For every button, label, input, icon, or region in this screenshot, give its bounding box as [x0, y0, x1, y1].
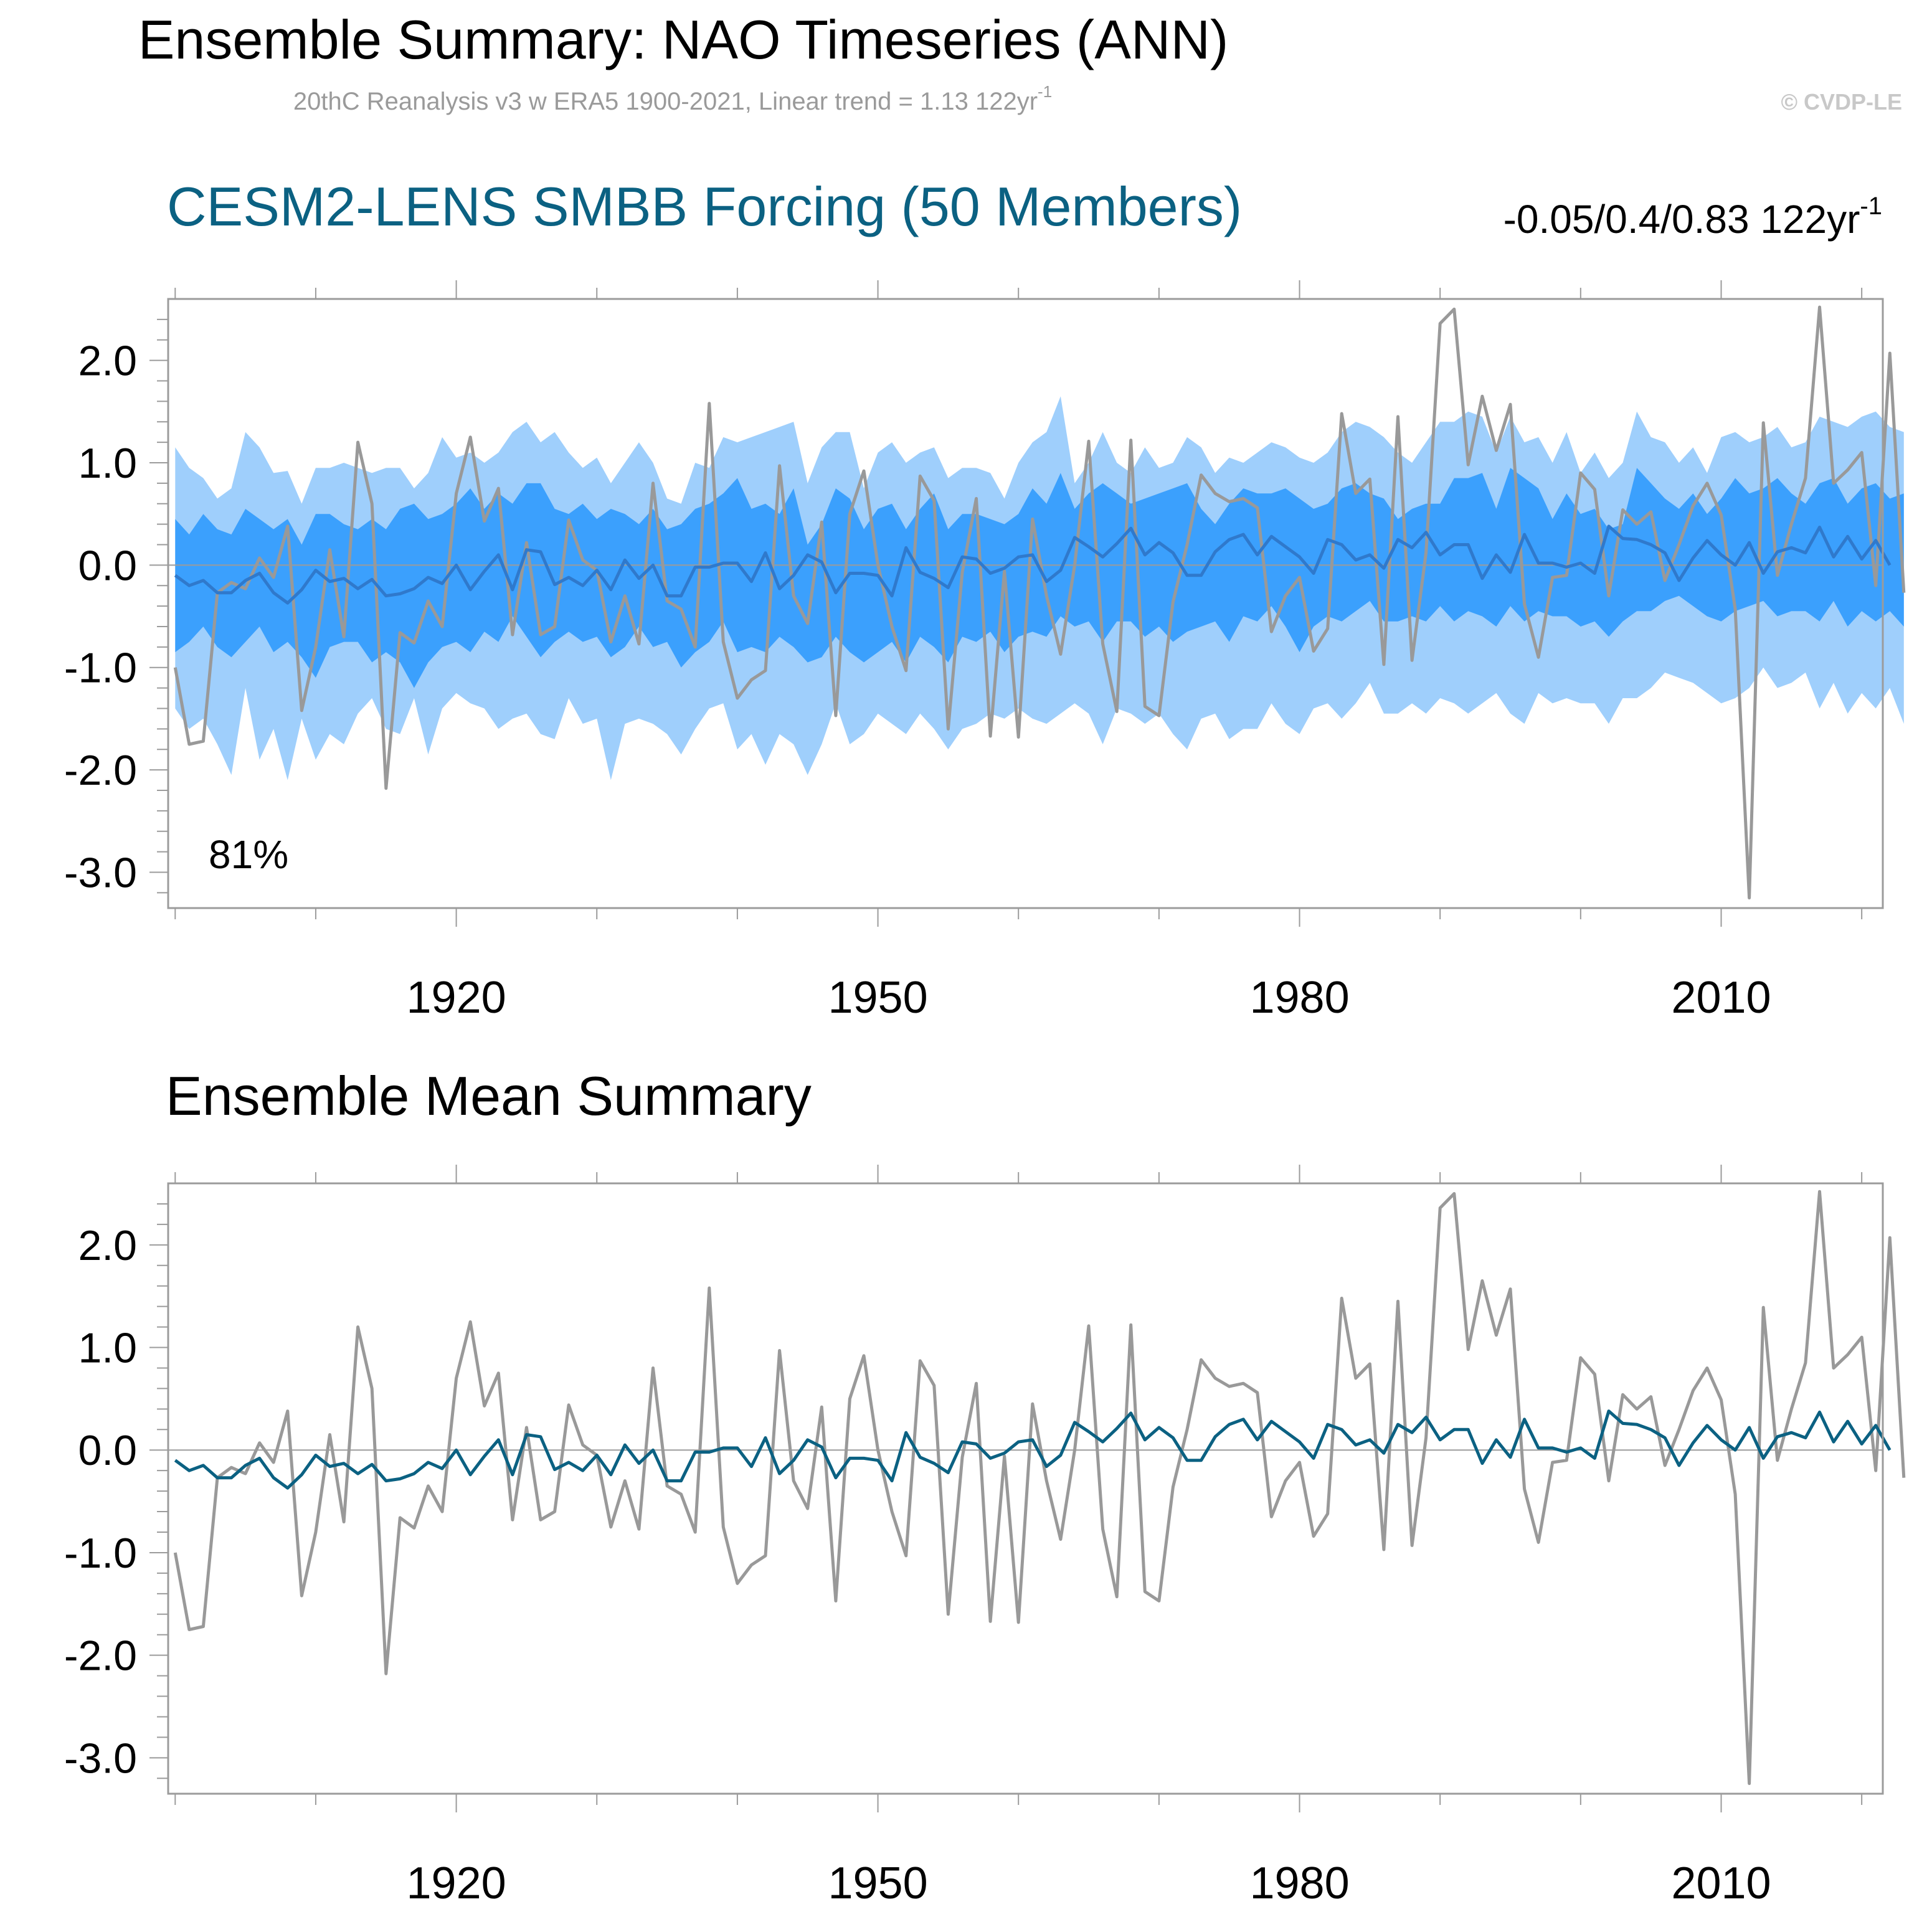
- panel1-trend-text: -0.05/0.4/0.83 122yr: [1503, 197, 1860, 242]
- panel1-frame: [167, 298, 1884, 909]
- figure-title: Ensemble Summary: NAO Timeseries (ANN): [138, 9, 1229, 70]
- p1-y-tick-label: 1.0: [78, 440, 137, 487]
- panel1-percent-annotation: 81%: [209, 832, 288, 877]
- p2-x-tick-label: 1950: [828, 1858, 927, 1908]
- panel1-observed-series: [173, 305, 1906, 900]
- panel2-frame: [167, 1182, 1884, 1795]
- p1-x-tick-label: 1920: [407, 973, 506, 1023]
- p1-y-tick-label: -1.0: [64, 645, 137, 692]
- p1-plot-frame: [167, 298, 1884, 909]
- panel1-title: CESM2-LENS SMBB Forcing (50 Members): [167, 176, 1242, 237]
- p2-x-tick-label: 1980: [1249, 1858, 1349, 1908]
- p1-x-tick-label: 2010: [1671, 973, 1771, 1023]
- p2-plot-frame: [167, 1182, 1884, 1795]
- figure-subtitle: 20thC Reanalysis v3 w ERA5 1900-2021, Li…: [293, 82, 1052, 115]
- subtitle-text: 20thC Reanalysis v3 w ERA5 1900-2021, Li…: [293, 88, 1038, 115]
- p2-y-tick-label: 1.0: [78, 1325, 137, 1372]
- p2-y-tick-label: 0.0: [78, 1427, 137, 1474]
- panel1-x-ticks: 1920 1950 1980 2010: [174, 280, 1863, 1023]
- p1-y-tick-label: 0.0: [78, 542, 137, 589]
- inner-percentile-band: [175, 468, 1904, 688]
- p1-y-tick-label: 2.0: [78, 338, 137, 385]
- p1-y-tick-label: -3.0: [64, 849, 137, 896]
- p2-y-tick-label: -2.0: [64, 1632, 137, 1680]
- panel2-lines: [173, 1190, 1906, 1785]
- panel1-trend-label: -0.05/0.4/0.83 122yr-1: [1503, 192, 1882, 242]
- p1-x-tick-label: 1980: [1249, 973, 1349, 1023]
- panel1-lines: [173, 305, 1906, 900]
- panel1-trend-superscript: -1: [1860, 192, 1882, 220]
- p1-y-tick-label: -2.0: [64, 747, 137, 794]
- p2-x-tick-label: 1920: [407, 1858, 506, 1908]
- credit-label: © CVDP-LE: [1781, 89, 1902, 115]
- p2-x-tick-label: 2010: [1671, 1858, 1771, 1908]
- panel2-ensemble-mean-series: [174, 1409, 1892, 1490]
- panel1-ensemble-mean-series: [174, 524, 1892, 605]
- p2-y-tick-label: -1.0: [64, 1530, 137, 1577]
- panel2-y-ticks: 2.0 1.0 0.0 -1.0 -2.0 -3.0: [64, 1203, 168, 1782]
- panel1-bands: [175, 396, 1904, 780]
- subtitle-superscript: -1: [1038, 82, 1052, 101]
- p1-x-tick-label: 1950: [828, 973, 927, 1023]
- panel2-title: Ensemble Mean Summary: [166, 1065, 812, 1127]
- p2-y-tick-label: -3.0: [64, 1735, 137, 1782]
- panel1-y-ticks: 2.0 1.0 0.0 -1.0 -2.0 -3.0: [64, 318, 168, 896]
- panel2-observed-series: [173, 1190, 1906, 1785]
- p2-y-tick-label: 2.0: [78, 1222, 137, 1269]
- panel2-x-ticks: 1920 1950 1980 2010: [174, 1165, 1863, 1908]
